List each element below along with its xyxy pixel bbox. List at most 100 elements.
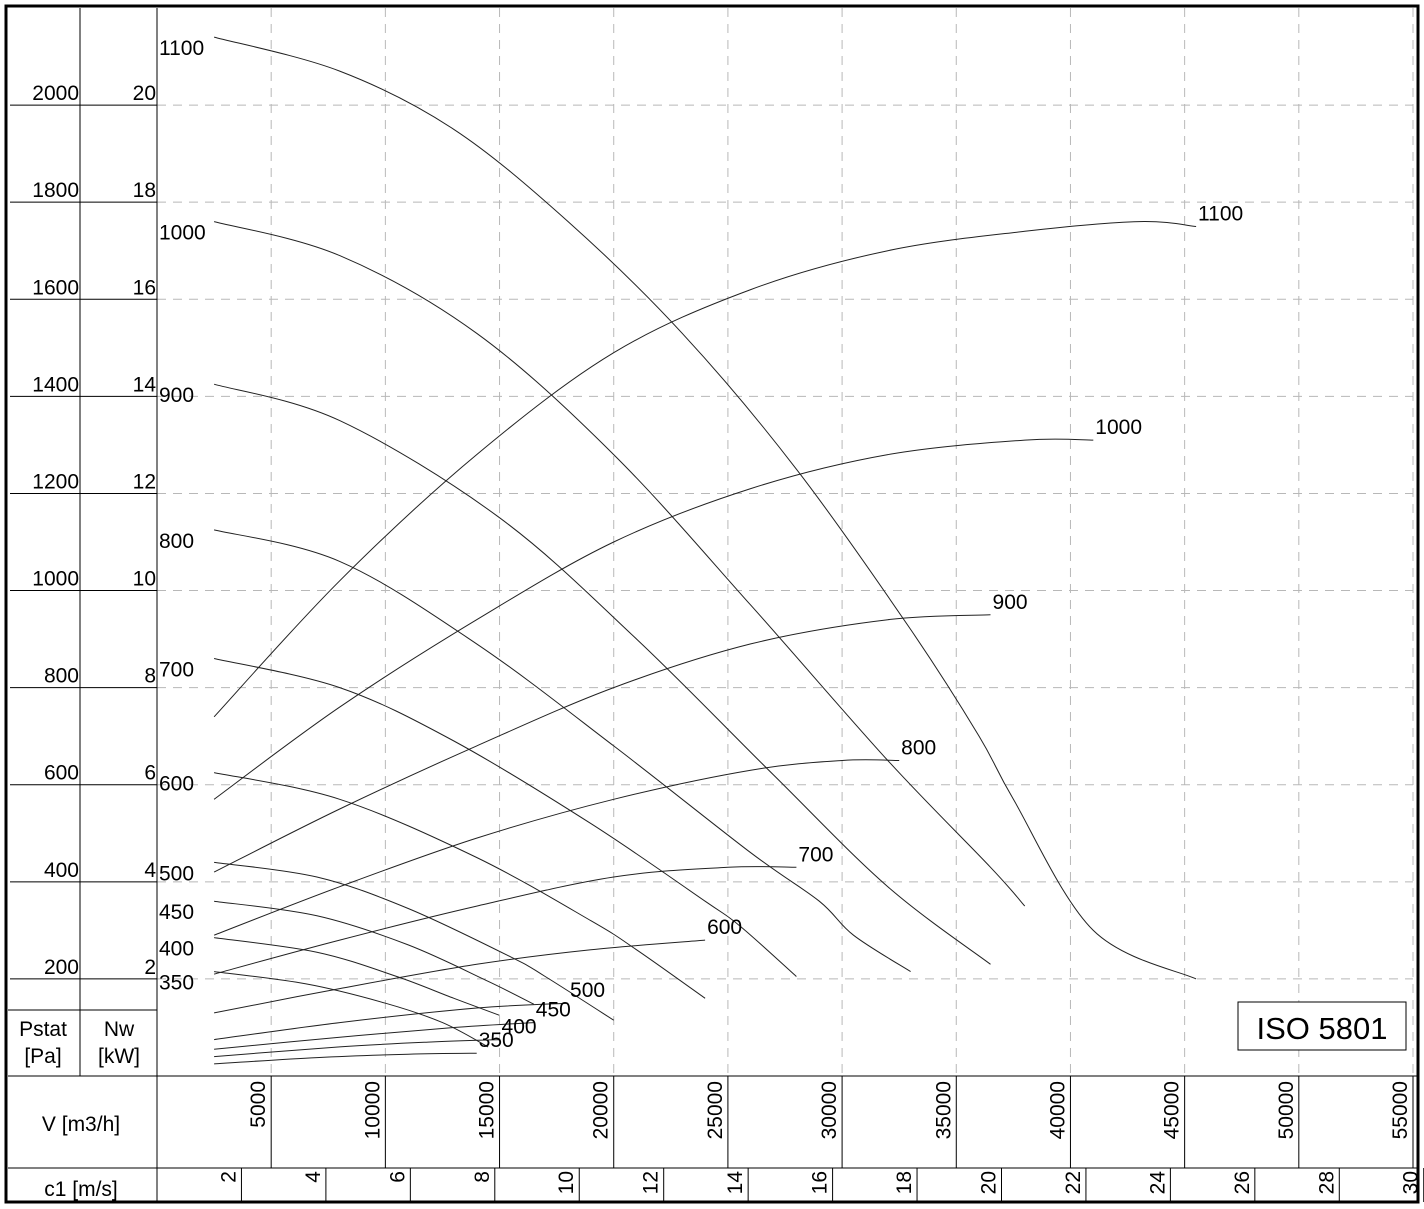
pstat-tick-label: 1800 bbox=[32, 179, 79, 202]
v-tick-label: 25000 bbox=[704, 1081, 727, 1139]
nw-tick-label: 2 bbox=[144, 956, 156, 979]
pressure-curve-1100 bbox=[213, 36, 1197, 980]
power-curve-600 bbox=[214, 939, 706, 1014]
v-tick-label: 10000 bbox=[361, 1081, 384, 1139]
nw-tick-label: 10 bbox=[133, 568, 156, 591]
pstat-axis-label-line1: Pstat bbox=[19, 1018, 67, 1041]
power-curve-label-600: 600 bbox=[707, 916, 742, 939]
pressure-curve-label-500: 500 bbox=[159, 862, 194, 885]
pstat-tick-label: 1600 bbox=[32, 276, 79, 299]
c1-axis-label: c1 [m/s] bbox=[44, 1178, 118, 1201]
c1-tick-label: 10 bbox=[555, 1171, 578, 1194]
pressure-curve-450 bbox=[214, 900, 535, 1005]
c1-tick-label: 4 bbox=[302, 1171, 325, 1183]
power-curve-label-1000: 1000 bbox=[1095, 416, 1142, 439]
pressure-curve-label-900: 900 bbox=[159, 384, 194, 407]
nw-tick-label: 12 bbox=[133, 470, 156, 493]
curve-layer: 1100100090080070060050045040035011001000… bbox=[159, 36, 1243, 1065]
c1-tick-label: 30 bbox=[1400, 1171, 1423, 1194]
pressure-curve-label-350: 350 bbox=[159, 972, 194, 995]
pstat-tick-label: 800 bbox=[44, 665, 79, 688]
c1-tick-label: 14 bbox=[724, 1171, 747, 1195]
iso-badge-box bbox=[1237, 1001, 1407, 1051]
nw-tick-label: 20 bbox=[133, 82, 156, 105]
axis-layer: Pstat [Pa] Nw [kW] V [m3/h] c1 [m/s] bbox=[8, 8, 1418, 1202]
power-curve-label-350: 350 bbox=[479, 1029, 514, 1052]
power-curve-900 bbox=[213, 614, 991, 873]
power-curve-350 bbox=[214, 1052, 477, 1065]
v-tick-label: 55000 bbox=[1389, 1081, 1412, 1139]
pressure-curve-700 bbox=[213, 658, 797, 977]
v-tick-label: 50000 bbox=[1275, 1081, 1298, 1139]
power-curve-label-700: 700 bbox=[798, 843, 833, 866]
power-curve-label-800: 800 bbox=[901, 736, 936, 759]
power-curve-label-450: 450 bbox=[536, 999, 571, 1022]
c1-tick-label: 22 bbox=[1062, 1171, 1085, 1194]
pressure-curve-900 bbox=[213, 383, 991, 965]
c1-tick-label: 24 bbox=[1146, 1171, 1169, 1195]
power-curve-450 bbox=[214, 1022, 534, 1050]
pstat-tick-label: 400 bbox=[44, 859, 79, 882]
pressure-curve-label-1100: 1100 bbox=[159, 37, 204, 60]
power-curve-label-400: 400 bbox=[502, 1016, 537, 1039]
pstat-axis-label-line2: [Pa] bbox=[24, 1045, 61, 1068]
power-curve-1100 bbox=[213, 221, 1197, 718]
pstat-tick-label: 200 bbox=[44, 956, 79, 979]
power-curve-400 bbox=[214, 1039, 500, 1058]
c1-tick-label: 16 bbox=[809, 1171, 832, 1194]
pressure-curve-label-450: 450 bbox=[159, 901, 194, 924]
pressure-curve-1000 bbox=[213, 221, 1026, 907]
v-tick-label: 20000 bbox=[590, 1081, 613, 1139]
pressure-curve-label-700: 700 bbox=[159, 659, 194, 682]
iso-badge: ISO 5801 bbox=[1237, 1001, 1407, 1051]
c1-tick-label: 8 bbox=[471, 1171, 494, 1183]
c1-tick-label: 12 bbox=[640, 1171, 663, 1194]
v-tick-label: 30000 bbox=[818, 1081, 841, 1139]
c1-tick-label: 6 bbox=[386, 1171, 409, 1183]
power-curve-label-900: 900 bbox=[993, 591, 1028, 614]
c1-tick-label: 26 bbox=[1231, 1171, 1254, 1194]
power-curve-1000 bbox=[213, 438, 1094, 800]
pressure-curve-label-400: 400 bbox=[159, 938, 194, 961]
nw-tick-label: 16 bbox=[133, 276, 156, 299]
pstat-tick-label: 1000 bbox=[32, 568, 79, 591]
nw-axis-label-line1: Nw bbox=[104, 1018, 135, 1041]
nw-axis-label-line2: [kW] bbox=[98, 1045, 140, 1068]
v-tick-label: 5000 bbox=[247, 1081, 270, 1128]
v-tick-label: 40000 bbox=[1046, 1081, 1069, 1139]
nw-tick-label: 4 bbox=[144, 859, 156, 882]
c1-tick-label: 28 bbox=[1315, 1171, 1338, 1194]
nw-tick-label: 14 bbox=[133, 373, 157, 396]
pstat-tick-label: 1200 bbox=[32, 470, 79, 493]
pressure-curve-800 bbox=[213, 529, 911, 973]
power-curve-label-500: 500 bbox=[570, 979, 605, 1002]
pressure-curve-600 bbox=[213, 772, 706, 999]
power-curve-700 bbox=[213, 866, 797, 975]
c1-tick-label: 20 bbox=[977, 1171, 1000, 1194]
pressure-curve-label-600: 600 bbox=[159, 773, 194, 796]
power-curve-label-1100: 1100 bbox=[1198, 202, 1243, 225]
pressure-curve-400 bbox=[214, 937, 500, 1016]
pressure-curve-label-800: 800 bbox=[159, 530, 194, 553]
pressure-curve-500 bbox=[214, 861, 614, 1021]
nw-tick-label: 6 bbox=[144, 762, 156, 785]
v-tick-label: 35000 bbox=[932, 1081, 955, 1139]
iso-badge-text: ISO 5801 bbox=[1257, 1011, 1388, 1046]
pstat-tick-label: 600 bbox=[44, 762, 79, 785]
v-tick-label: 45000 bbox=[1161, 1081, 1184, 1139]
nw-tick-label: 18 bbox=[133, 179, 156, 202]
pstat-tick-label: 1400 bbox=[32, 373, 79, 396]
c1-tick-label: 18 bbox=[893, 1171, 916, 1194]
v-axis-label: V [m3/h] bbox=[42, 1113, 120, 1136]
pressure-curve-label-1000: 1000 bbox=[159, 222, 206, 245]
c1-tick-label: 2 bbox=[217, 1171, 240, 1183]
power-curve-800 bbox=[213, 759, 900, 936]
chart-frame bbox=[4, 4, 1420, 1204]
nw-tick-label: 8 bbox=[144, 665, 156, 688]
power-curve-500 bbox=[214, 1002, 569, 1041]
v-tick-label: 15000 bbox=[476, 1081, 499, 1139]
pstat-tick-label: 2000 bbox=[32, 82, 79, 105]
